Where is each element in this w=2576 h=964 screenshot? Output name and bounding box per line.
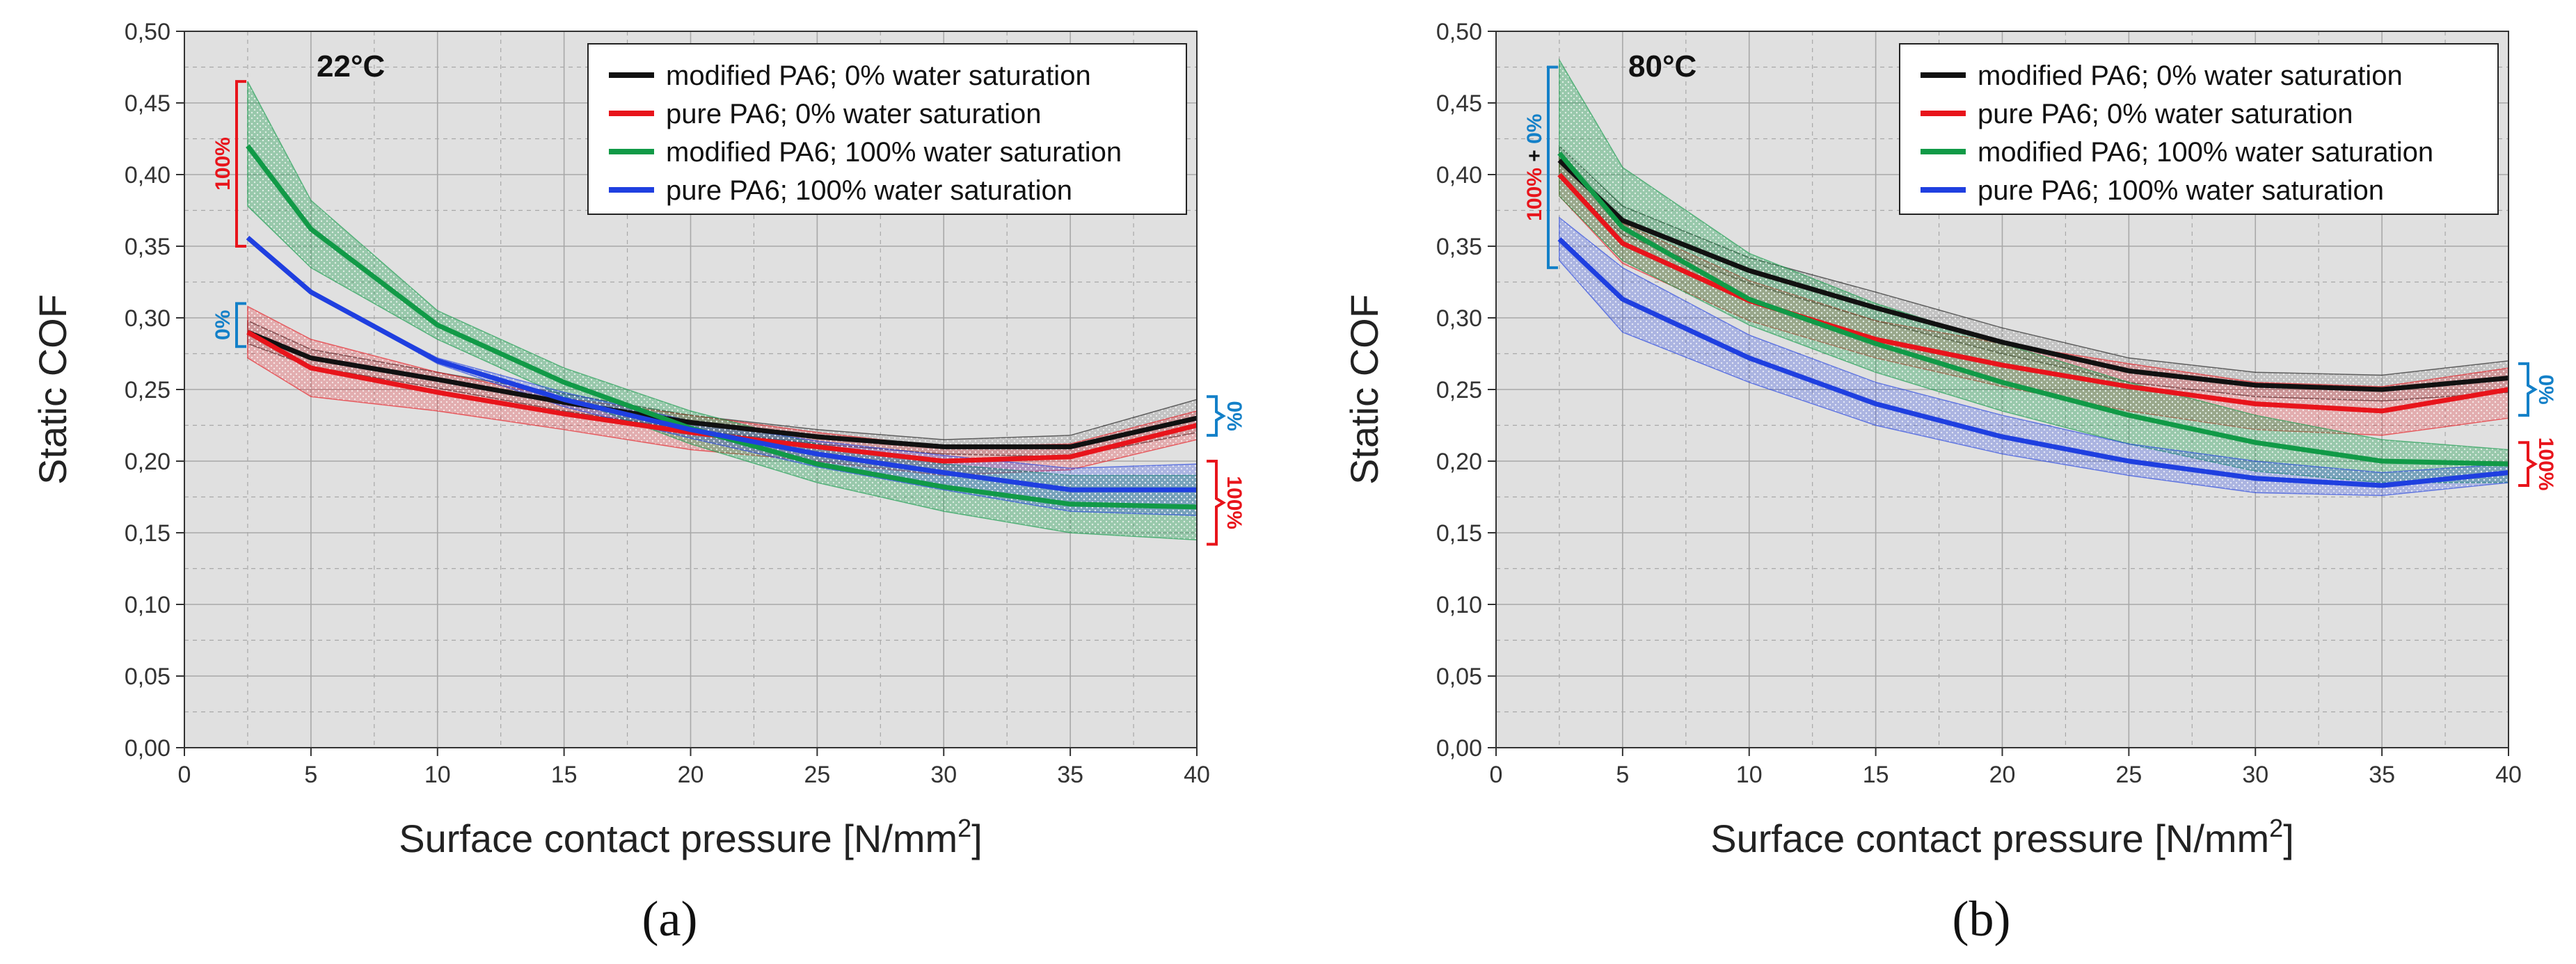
series-line-red xyxy=(1557,172,2509,414)
temperature-label: 22°C xyxy=(317,49,385,83)
bracket-label: 100% xyxy=(1223,476,1246,529)
bracket-label: 100% xyxy=(2534,437,2557,491)
series-line-blue xyxy=(1557,237,2509,488)
x-tick-label: 25 xyxy=(2115,762,2142,788)
x-tick-label: 20 xyxy=(678,762,704,788)
y-tick-label: 0,40 xyxy=(1436,162,1482,188)
series-line-black xyxy=(246,330,1198,449)
panel-label: (a) xyxy=(642,891,698,947)
x-tick-label: 10 xyxy=(424,762,451,788)
y-tick-label: 0,45 xyxy=(125,90,170,117)
x-tick-label: 10 xyxy=(1736,762,1763,788)
legend-entry: pure PA6; 0% water saturation xyxy=(1978,99,2353,129)
y-tick-label: 0,25 xyxy=(125,377,170,403)
x-axis-label-sup: 2 xyxy=(2269,814,2283,842)
legend: modified PA6; 0% water saturation pure PA… xyxy=(1899,43,2499,215)
bracket-label: 0% xyxy=(212,310,234,340)
x-tick-label: 40 xyxy=(2495,762,2522,788)
panel-label: (b) xyxy=(1953,891,2011,947)
bracket-line xyxy=(2518,441,2538,488)
bracket-label-part: + xyxy=(1523,144,1546,168)
y-tick-label: 0,30 xyxy=(1436,305,1482,332)
y-tick-label: 0,15 xyxy=(125,520,170,547)
legend-entry: pure PA6; 100% water saturation xyxy=(1978,175,2384,206)
y-tick-label: 0,50 xyxy=(1436,19,1482,45)
y-tick-label: 0,30 xyxy=(125,305,170,332)
temperature-label: 80°C xyxy=(1628,49,1696,83)
series-line-red xyxy=(246,330,1198,464)
x-axis-label-main: Surface contact pressure [N/mm xyxy=(399,817,957,860)
x-tick-label: 35 xyxy=(2369,762,2395,788)
x-tick-label: 35 xyxy=(1057,762,1083,788)
legend-entry: pure PA6; 100% water saturation xyxy=(666,175,1072,206)
x-tick-label: 20 xyxy=(1989,762,2016,788)
legend: modified PA6; 0% water saturation pure PA… xyxy=(587,43,1187,215)
x-axis-label-end: ] xyxy=(2283,817,2294,860)
bracket-label-part: 100% xyxy=(1523,168,1546,221)
series-line-blue xyxy=(246,235,1197,492)
y-tick-label: 0,20 xyxy=(125,449,170,475)
legend-box xyxy=(587,43,1187,215)
chart-panel-b: 0 5 10 15 20 25 30 35 40 0,00 0,05 0,10 0,15 0,20 0,25… xyxy=(1342,19,2557,947)
y-tick-label: 0,15 xyxy=(1436,520,1482,547)
x-axis-label-main: Surface contact pressure [N/mm xyxy=(1710,817,2269,860)
bracket-line xyxy=(235,80,246,248)
x-axis-label: Surface contact pressure [N/mm2] xyxy=(1710,814,2294,860)
bracket-label: 0% xyxy=(2534,374,2557,404)
legend-box xyxy=(1899,43,2499,215)
axis-ticks: 0 5 10 15 20 25 30 35 40 0,00 0,05 0,10 0,15 0,20 0,25… xyxy=(1436,19,2522,788)
y-tick-label: 0,00 xyxy=(125,735,170,762)
y-tick-label: 0,20 xyxy=(1436,449,1482,475)
bracket-label: 0% xyxy=(1223,401,1246,431)
y-tick-label: 0,25 xyxy=(1436,377,1482,403)
x-tick-label: 30 xyxy=(2242,762,2268,788)
y-tick-label: 0,05 xyxy=(125,664,170,690)
bracket-annotations: 100% + 0%0%100% xyxy=(1523,65,2557,491)
y-tick-label: 0,35 xyxy=(125,234,170,260)
legend-entry: pure PA6; 0% water saturation xyxy=(666,99,1042,129)
bracket-label-part: 0% xyxy=(1523,114,1546,144)
x-tick-label: 15 xyxy=(1863,762,1889,788)
x-axis-label-end: ] xyxy=(971,817,983,860)
series-lines xyxy=(1557,151,2509,488)
bracket-label: 100% xyxy=(212,137,234,191)
x-tick-label: 0 xyxy=(1490,762,1503,788)
chart-panel-a: 0 5 10 15 20 25 30 35 40 0,00 0,05 0,10 0,15 0,20 0,25… xyxy=(31,19,1246,947)
bracket-line xyxy=(1547,65,1558,269)
bracket-line xyxy=(1207,395,1226,437)
y-tick-label: 0,00 xyxy=(1436,735,1482,762)
x-tick-label: 5 xyxy=(1616,762,1629,788)
axis-ticks: 0 5 10 15 20 25 30 35 40 0,00 0,05 0,10 0,15 0,20 0,25… xyxy=(125,19,1210,788)
x-tick-label: 15 xyxy=(551,762,578,788)
y-tick-label: 0,10 xyxy=(1436,592,1482,618)
series-lines xyxy=(246,144,1198,510)
y-tick-label: 0,35 xyxy=(1436,234,1482,260)
series-line-green xyxy=(1557,151,2509,467)
bracket-line xyxy=(2518,362,2538,417)
y-tick-label: 0,40 xyxy=(125,162,170,188)
x-tick-label: 5 xyxy=(304,762,317,788)
bracket-line xyxy=(235,302,246,348)
legend-entry: modified PA6; 0% water saturation xyxy=(666,61,1091,91)
legend-entry: modified PA6; 0% water saturation xyxy=(1978,61,2403,91)
x-tick-label: 25 xyxy=(804,762,830,788)
y-tick-label: 0,10 xyxy=(125,592,170,618)
series-line-black xyxy=(1557,158,2509,392)
x-axis-label-sup: 2 xyxy=(957,814,971,842)
y-tick-label: 0,45 xyxy=(1436,90,1482,117)
bracket-label: 100% + 0% xyxy=(1523,114,1546,221)
y-tick-label: 0,05 xyxy=(1436,664,1482,690)
x-tick-label: 40 xyxy=(1184,762,1210,788)
bracket-annotations: 100% 0% 0% 100% xyxy=(212,80,1246,546)
y-axis-label: Static COF xyxy=(31,294,74,485)
legend-entry: modified PA6; 100% water saturation xyxy=(1978,137,2433,168)
x-tick-label: 0 xyxy=(178,762,191,788)
y-tick-label: 0,50 xyxy=(125,19,170,45)
legend-entry: modified PA6; 100% water saturation xyxy=(666,137,1122,168)
bracket-line xyxy=(1207,460,1226,546)
x-tick-label: 30 xyxy=(930,762,957,788)
x-axis-label: Surface contact pressure [N/mm2] xyxy=(399,814,983,860)
y-axis-label: Static COF xyxy=(1342,294,1386,485)
